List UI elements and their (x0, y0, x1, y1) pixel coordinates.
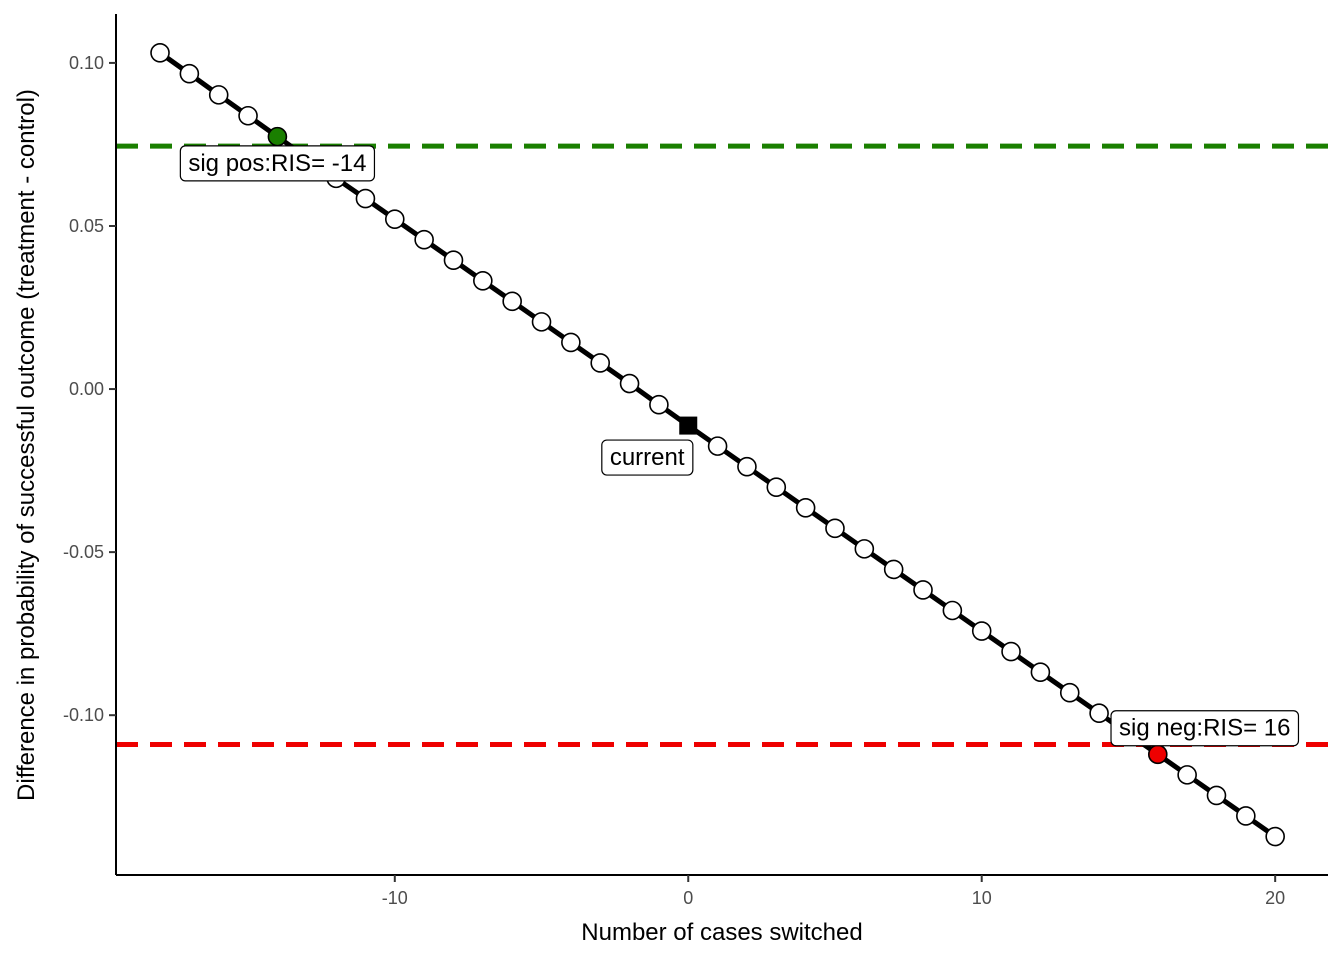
data-point (795, 497, 816, 518)
data-point (1206, 785, 1227, 806)
x-tick-label: 20 (1265, 888, 1285, 908)
y-tick-label: -0.10 (63, 705, 104, 725)
data-point (913, 580, 933, 600)
annotation-text: current (610, 444, 685, 471)
y-tick-label: 0.05 (69, 216, 104, 236)
data-point (825, 518, 845, 539)
y-tick-label: 0.10 (69, 53, 104, 73)
data-point-sig-pos (267, 126, 288, 147)
data-point (707, 436, 728, 456)
data-point (179, 63, 200, 84)
data-point (473, 270, 493, 291)
y-tick-label: -0.05 (63, 542, 104, 562)
data-point (561, 332, 581, 353)
data-point (766, 477, 787, 498)
data-point (238, 105, 258, 126)
data-point (1059, 682, 1080, 703)
data-point (1001, 641, 1021, 662)
data-point (619, 373, 640, 394)
data-point (649, 394, 669, 415)
data-points (150, 43, 1285, 847)
annotation-label-1: current (601, 439, 694, 476)
data-point (414, 229, 434, 250)
y-axis-title: Difference in probability of successful … (13, 89, 40, 801)
axes: -10 0 10 20 0.10 0.05 0.00 -0.05 -0.10 (63, 14, 1328, 908)
annotations: sig pos:RIS= -14 current sig neg:RIS= 16 (179, 145, 1300, 747)
annotation-text: sig pos:RIS= -14 (188, 150, 366, 177)
data-point (443, 250, 464, 271)
annotation-box (179, 145, 376, 182)
data-point (502, 291, 522, 312)
data-point (531, 312, 552, 332)
x-tick-label: -10 (382, 888, 408, 908)
data-point (971, 621, 992, 641)
data-point (1030, 662, 1051, 682)
x-axis-title: Number of cases switched (581, 919, 862, 946)
annotation-label-2: sig neg:RIS= 16 (1110, 710, 1300, 747)
data-point-sig-neg (1147, 744, 1168, 765)
data-point (590, 353, 611, 373)
data-point (208, 85, 229, 105)
x-tick-label: 10 (972, 888, 992, 908)
y-tick-label: 0.00 (69, 379, 104, 399)
data-point (1265, 826, 1285, 847)
data-point (1177, 765, 1197, 785)
data-point (1236, 806, 1256, 826)
data-point (737, 456, 757, 477)
data-point (1089, 703, 1109, 724)
data-point (150, 43, 170, 63)
annotation-label-0: sig pos:RIS= -14 (179, 145, 376, 182)
x-tick-label: 0 (683, 888, 693, 908)
data-point (355, 188, 376, 209)
annotation-box (1110, 710, 1300, 747)
data-point (854, 539, 875, 559)
data-point (942, 600, 963, 621)
annotation-text: sig neg:RIS= 16 (1119, 715, 1290, 742)
data-point (384, 209, 405, 229)
annotation-box (601, 439, 694, 476)
data-point (883, 559, 904, 580)
data-point-current (679, 416, 698, 435)
